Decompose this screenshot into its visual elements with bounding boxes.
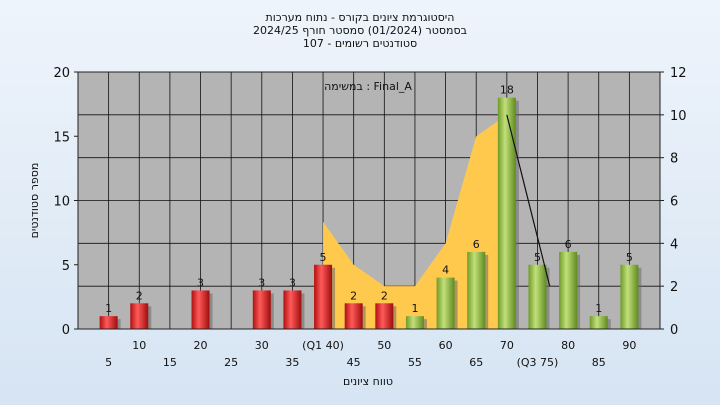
y-axis-tick-label: 0 (62, 323, 70, 338)
y2-axis-tick-label: 2 (670, 280, 678, 295)
bar (344, 303, 363, 329)
x-axis-label: טווח ציונים (343, 375, 393, 388)
bar-value-label: 2 (136, 289, 143, 302)
y-axis-label: מספר סטודנטים (28, 163, 41, 239)
y-axis-tick-label: 10 (53, 195, 70, 210)
bar-value-label: 3 (289, 276, 296, 289)
bar (314, 264, 333, 329)
bar (559, 251, 578, 329)
x-axis-tick-label: 50 (377, 339, 391, 352)
bar-value-label: 6 (473, 238, 480, 251)
bar-value-label: 2 (350, 289, 357, 302)
data-label-layer: 1 2 3 3 3 5 2 2 1 4 6 18 5 6 1 5 (105, 84, 633, 315)
x-axis-tick-label: 10 (132, 339, 146, 352)
bar (375, 303, 394, 329)
bar (130, 303, 149, 329)
x-axis-tick-label: 20 (194, 339, 208, 352)
x-axis-tick-label: 30 (255, 339, 269, 352)
x-axis-tick-label: 35 (285, 356, 299, 369)
bar-value-label: 6 (565, 238, 572, 251)
bar-value-label: 5 (534, 251, 541, 264)
y2-axis-tick-label: 12 (670, 66, 687, 81)
bar-value-label: 3 (197, 276, 204, 289)
area-series (323, 114, 507, 329)
bar-value-label: 3 (258, 276, 265, 289)
y2-axis-tick-label: 0 (670, 323, 678, 338)
trend-line-layer (506, 114, 551, 287)
x-axis-tick-label: 85 (592, 356, 606, 369)
x-axis-tick-label: (Q3 75) (517, 356, 559, 369)
bar (436, 277, 455, 329)
x-axis-tick-label: 5 (105, 356, 112, 369)
y-axis-tick-label: 20 (53, 66, 70, 81)
bar (528, 264, 547, 329)
bar-value-label: 1 (105, 302, 112, 315)
bar-value-label: 5 (626, 251, 633, 264)
bar-value-label: 1 (411, 302, 418, 315)
x-axis-tick-label: 70 (500, 339, 514, 352)
bar (589, 316, 608, 329)
x-axis-tick-label: 15 (163, 356, 177, 369)
trend-line (506, 114, 551, 287)
y2-axis-tick-label: 10 (670, 109, 687, 124)
bar (467, 251, 486, 329)
x-axis-tick-label: 55 (408, 356, 422, 369)
area-layer (323, 114, 507, 329)
x-axis-tick-label: 60 (439, 339, 453, 352)
title-line-2: בסמסטר (01/2024) סמסטר חורף 2024/25 (253, 24, 467, 37)
bar-value-label: 18 (500, 84, 514, 97)
bar (620, 264, 639, 329)
x-axis-tick-label: 90 (622, 339, 636, 352)
bar-layer (99, 97, 642, 329)
y2-axis-tick-label: 8 (670, 152, 678, 167)
title-line-1: היסטוגרמת ציונים בקורס - נתוח מערכות (265, 11, 455, 24)
chart-annotation: במשימה : Final_A (324, 80, 412, 93)
title-line-3: 107 - סטודנטים רשומים (302, 37, 418, 50)
bar (497, 97, 516, 329)
bar (283, 290, 302, 329)
bar (191, 290, 210, 329)
bar-value-label: 1 (595, 302, 602, 315)
y2-axis-tick-label: 6 (670, 195, 678, 210)
x-axis-tick-label: 45 (347, 356, 361, 369)
x-axis-tick-label: 65 (469, 356, 483, 369)
bar (252, 290, 271, 329)
bar-value-label: 2 (381, 289, 388, 302)
x-axis-tick-label: (Q1 40) (302, 339, 344, 352)
x-axis-tick-label: 80 (561, 339, 575, 352)
y-axis-tick-label: 5 (62, 259, 70, 274)
x-axis-tick-label: 25 (224, 356, 238, 369)
bar-value-label: 4 (442, 264, 449, 277)
bar (99, 316, 118, 329)
y-axis-tick-label: 15 (53, 130, 70, 145)
y2-axis-tick-label: 4 (670, 237, 678, 252)
bar (405, 316, 424, 329)
bar-value-label: 5 (320, 251, 327, 264)
